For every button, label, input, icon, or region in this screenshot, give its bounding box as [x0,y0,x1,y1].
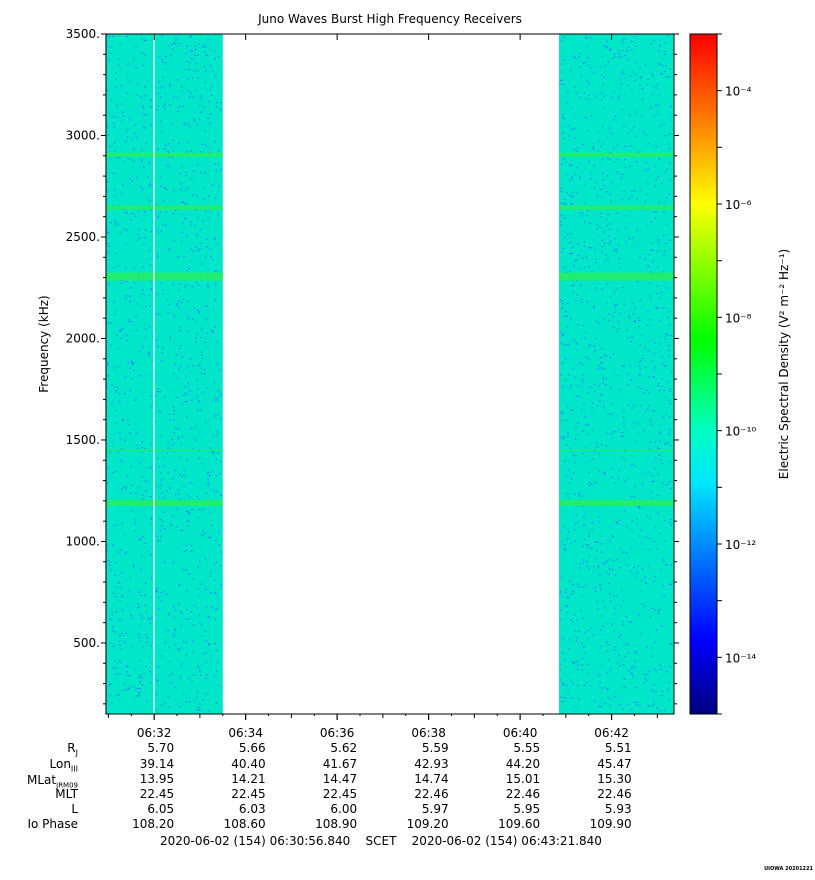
eph-value: 5.97 [421,802,449,816]
eph-value: 22.45 [231,787,266,801]
eph-value: 41.67 [322,757,358,771]
eph-value: 13.95 [139,772,175,786]
eph-label-mlat: MLatJRM09 [27,773,78,790]
spectral-line-2305-0 [105,272,223,281]
eph-label-io-phase: Io Phase [27,817,78,831]
eph-value: 5.55 [513,741,541,755]
x-tick-label-06:36: 06:36 [320,726,355,740]
eph-value: 15.30 [597,772,632,786]
y-tick-label-2500: 2500. [66,230,100,244]
y-axis-label: Frequency (kHz) [37,295,51,392]
x-tick-label-06:38: 06:38 [411,726,446,740]
eph-value: 6.00 [330,802,358,816]
y-tick-label-1500: 1500. [66,433,100,447]
spectral-line-2305-1 [558,272,674,281]
eph-value: 6.05 [147,802,175,816]
plot-frame [105,33,675,715]
eph-value: 5.70 [147,741,175,755]
spectral-line-2905-1 [558,152,674,157]
eph-value: 44.20 [505,757,541,771]
y-tick-label-2000: 2000. [66,331,100,345]
eph-value: 5.95 [513,802,541,816]
spectral-line-1450-0 [105,449,223,452]
eph-value: 109.90 [589,817,632,831]
colorbar-tick-label--14: 10⁻¹⁴ [725,651,756,665]
eph-value: 108.60 [223,817,266,831]
eph-value: 108.90 [315,817,358,831]
spectral-line-2645-0 [105,205,223,210]
plot-area [105,34,674,714]
eph-label-mlt: MLT [55,787,78,801]
colorbar-label: Electric Spectral Density (V² m⁻² Hz⁻¹) [777,249,791,479]
noise-speckle-1 [559,34,673,712]
eph-value: 14.47 [322,772,358,786]
eph-value: 22.45 [139,787,175,801]
chart-title: Juno Waves Burst High Frequency Receiver… [258,12,522,26]
spectral-line-2645-1 [558,205,674,210]
eph-value: 108.20 [132,817,175,831]
spectral-line-1450-1 [558,449,674,452]
spectral-line-1190-0 [105,499,223,506]
y-tick-label-3000: 3000. [66,128,100,142]
axes: 500. 1000. 1500. 2000. 2500. 3000. 3500. Freque… [37,27,679,740]
time-range: 2020-06-02 (154) 06:30:56.840 SCET 2020-… [160,834,602,848]
eph-value: 42.93 [414,757,449,771]
data-dropout-line [153,34,155,714]
eph-value: 45.47 [597,757,632,771]
y-tick-label-3500: 3500. [66,27,100,41]
eph-value: 6.03 [238,802,266,816]
colorbar-tick-label--10: 10⁻¹⁰ [725,425,756,439]
eph-value: 5.66 [238,741,266,755]
colorbar-tick-label--6: 10⁻⁶ [725,198,752,212]
spectral-line-1190-1 [558,499,674,506]
processing-stamp: UIOWA 20201221 [764,866,813,872]
colorbar: 10⁻¹⁴ 10⁻¹² 10⁻¹⁰ 10⁻⁸ 10⁻⁶ 10⁻⁴ Electric Spec… [689,33,791,715]
eph-value: 39.14 [139,757,175,771]
colorbar-gradient [689,33,718,715]
eph-value: 109.20 [406,817,449,831]
eph-value: 22.46 [597,787,632,801]
x-tick-label-06:34: 06:34 [228,726,263,740]
eph-value: 5.62 [330,741,358,755]
data-interval-1 [558,34,674,714]
eph-value: 40.40 [231,757,266,771]
eph-label-rj: RJ [67,741,78,758]
eph-label-l: L [71,802,78,816]
x-tick-label-06:40: 06:40 [503,726,538,740]
colorbar-tick-label--12: 10⁻¹² [725,538,756,552]
colorbar-tick-label--8: 10⁻⁸ [725,311,752,325]
eph-label-lon: LonIII [49,757,79,774]
x-tick-label-06:32: 06:32 [137,726,172,740]
eph-value: 14.21 [231,772,266,786]
eph-value: 22.46 [414,787,449,801]
eph-value: 5.59 [421,741,449,755]
eph-value: 109.60 [498,817,541,831]
spectral-line-2905-0 [105,152,223,157]
y-tick-label-1000: 1000. [66,534,100,548]
x-tick-label-06:42: 06:42 [594,726,629,740]
eph-value: 5.51 [604,741,632,755]
eph-value: 22.45 [322,787,358,801]
eph-value: 22.46 [505,787,541,801]
colorbar-tick-label--4: 10⁻⁴ [725,85,752,99]
eph-value: 15.01 [505,772,541,786]
eph-value: 5.93 [604,802,632,816]
eph-value: 14.74 [414,772,449,786]
y-tick-label-500: 500. [73,636,100,650]
noise-speckle-0 [105,35,223,712]
